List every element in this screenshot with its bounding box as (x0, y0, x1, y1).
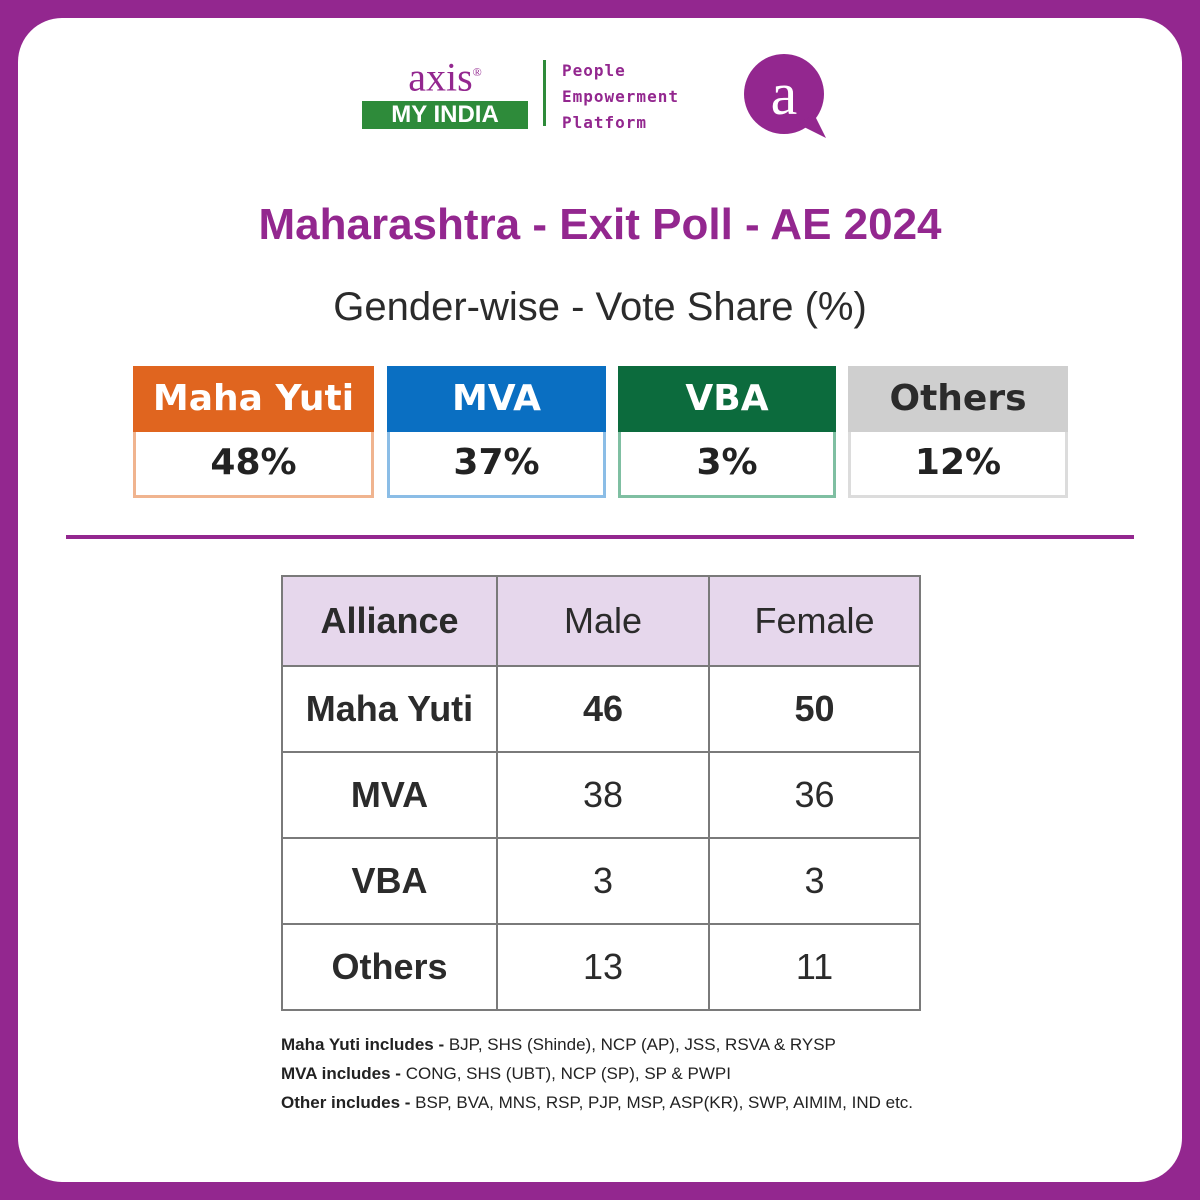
cell: Others (281, 923, 498, 1011)
summary-box: MVA 37% (387, 366, 606, 498)
summary-value: 12% (914, 442, 1002, 483)
header-cell: Alliance (281, 575, 498, 667)
subtitle: Gender-wise - Vote Share (%) (333, 285, 867, 329)
table-row: VBA 3 3 (281, 837, 921, 925)
summary-value: 3% (696, 442, 758, 483)
cell: Maha Yuti (281, 665, 498, 753)
summary-box: Maha Yuti 48% (133, 366, 374, 498)
note: Other includes - BSP, BVA, MNS, RSP, PJP… (281, 1088, 913, 1117)
summary-name: VBA (618, 366, 836, 432)
logo-icon-text: a (771, 61, 798, 127)
cell: VBA (281, 837, 498, 925)
logo-divider (543, 60, 546, 126)
note: MVA includes - CONG, SHS (UBT), NCP (SP)… (281, 1059, 913, 1088)
table-row: Maha Yuti 46 50 (281, 665, 921, 753)
notes: Maha Yuti includes - BJP, SHS (Shinde), … (281, 1030, 913, 1117)
table: Alliance Male Female Maha Yuti 46 50 MVA… (281, 575, 921, 1011)
summary-name: Maha Yuti (133, 366, 374, 432)
note: Maha Yuti includes - BJP, SHS (Shinde), … (281, 1030, 913, 1059)
title: Maharashtra - Exit Poll - AE 2024 (258, 200, 942, 249)
divider (66, 535, 1134, 539)
cell: 50 (708, 665, 921, 753)
note-label: MVA includes - (281, 1064, 406, 1083)
tagline-line: Platform (562, 113, 648, 132)
summary-name: Others (848, 366, 1068, 432)
summary-value: 48% (210, 442, 297, 483)
note-text: CONG, SHS (UBT), NCP (SP), SP & PWPI (405, 1064, 731, 1083)
logo-brand: axis® MY INDIA (362, 52, 528, 130)
note-label: Maha Yuti includes - (281, 1035, 449, 1054)
cell: 3 (496, 837, 710, 925)
logo-tagline: People Empowerment Platform (562, 58, 679, 136)
table-row: MVA 38 36 (281, 751, 921, 839)
logo-axis: axis (408, 54, 473, 100)
cell: 3 (708, 837, 921, 925)
cell: 38 (496, 751, 710, 839)
logo-icon: a (744, 54, 826, 138)
cell: 11 (708, 923, 921, 1011)
logo-sub: MY INDIA (362, 101, 528, 130)
header-cell: Female (708, 575, 921, 667)
note-text: BSP, BVA, MNS, RSP, PJP, MSP, ASP(KR), S… (415, 1093, 914, 1112)
cell: 13 (496, 923, 710, 1011)
tagline-line: Empowerment (562, 87, 679, 106)
tagline-line: People (562, 61, 626, 80)
cell: MVA (281, 751, 498, 839)
table-header: Alliance Male Female (281, 575, 921, 667)
note-text: BJP, SHS (Shinde), NCP (AP), JSS, RSVA &… (448, 1035, 836, 1054)
header-cell: Male (496, 575, 710, 667)
summary-box: VBA 3% (618, 366, 836, 498)
table-row: Others 13 11 (281, 923, 921, 1011)
summary-value: 37% (453, 442, 540, 483)
summary-name: MVA (387, 366, 606, 432)
note-label: Other includes - (281, 1093, 416, 1112)
cell: 46 (496, 665, 710, 753)
cell: 36 (708, 751, 921, 839)
summary-box: Others 12% (848, 366, 1068, 498)
logo-registered: ® (472, 65, 482, 79)
